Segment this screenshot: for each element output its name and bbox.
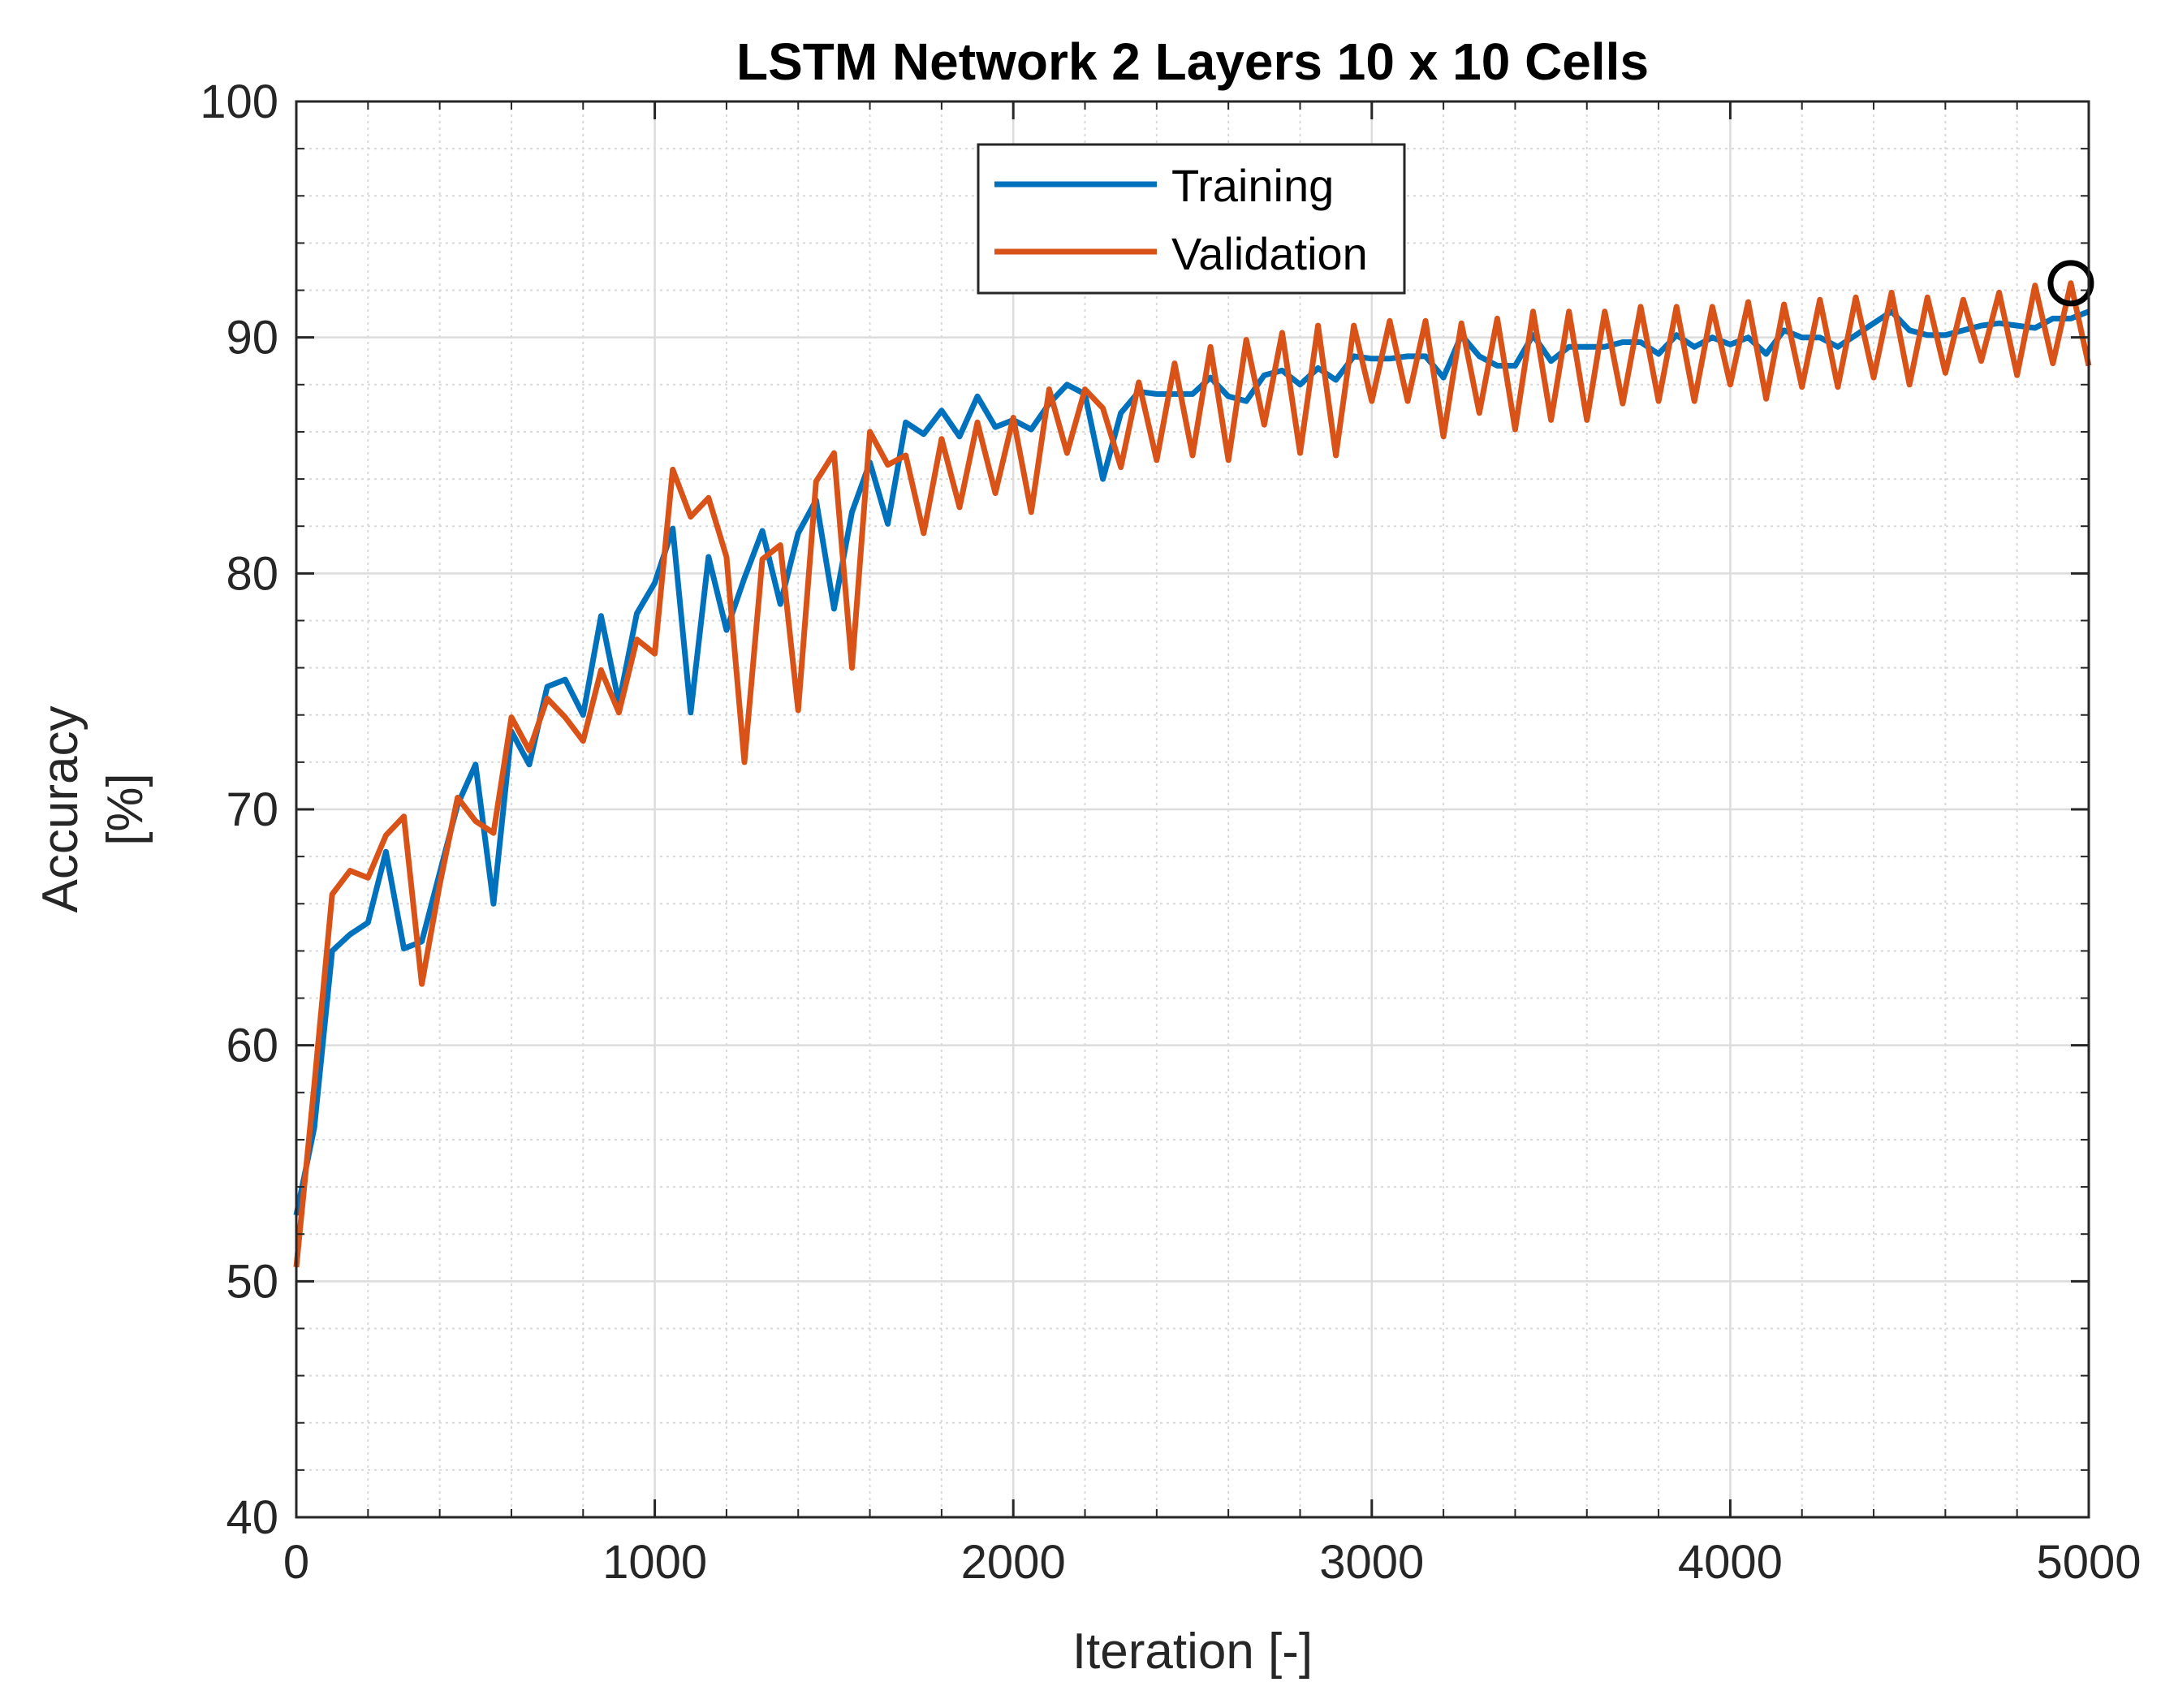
- legend: Training Validation: [977, 143, 1406, 295]
- legend-label-training: Training: [1171, 160, 1334, 211]
- y-tick-label: 90: [226, 312, 278, 364]
- x-tick-label: 2000: [961, 1536, 1066, 1589]
- best-point-marker: [2047, 260, 2094, 307]
- y-tick-label: 50: [226, 1255, 278, 1308]
- series-layer: [293, 260, 2094, 1268]
- x-tick-label: 5000: [2036, 1536, 2141, 1589]
- y-tick-label: 70: [226, 783, 278, 836]
- y-tick-label: 100: [200, 75, 278, 128]
- y-axis-label-line1: Accuracy: [32, 706, 88, 913]
- y-tick-label: 40: [226, 1491, 278, 1544]
- x-tick-label: 3000: [1319, 1536, 1424, 1589]
- legend-box: [977, 143, 1406, 295]
- y-tick-label: 80: [226, 547, 278, 600]
- x-axis-label: Iteration [-]: [1072, 1624, 1313, 1680]
- x-tick-labels: 0 1000 2000 3000 4000 5000: [283, 1536, 2142, 1589]
- y-tick-labels: 40 50 60 70 80 90 100: [200, 75, 278, 1544]
- x-tick-label: 1000: [602, 1536, 707, 1589]
- legend-label-validation: Validation: [1171, 228, 1368, 279]
- tick-marks: [295, 100, 2090, 1519]
- y-axis-label-line2: [%]: [97, 773, 153, 846]
- x-tick-label: 0: [283, 1536, 309, 1589]
- x-tick-label: 4000: [1678, 1536, 1783, 1589]
- chart-title: LSTM Network 2 Layers 10 x 10 Cells: [736, 32, 1649, 91]
- series-line-validation: [293, 280, 2092, 1268]
- y-tick-label: 60: [226, 1020, 278, 1072]
